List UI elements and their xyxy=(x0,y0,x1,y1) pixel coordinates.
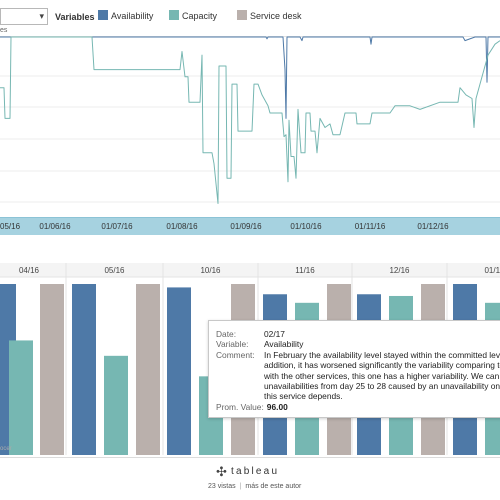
bar-header-band xyxy=(0,263,500,277)
tooltip-date-label: Date: xyxy=(216,329,237,339)
bar-service-desk xyxy=(40,284,64,455)
timeline-tick-label: 01/10/16 xyxy=(290,222,322,231)
legend-label: Capacity xyxy=(182,11,218,21)
tooltip-comment-label: Comment: xyxy=(216,349,255,360)
legend-title: Variables xyxy=(55,12,95,22)
tooltip-date-value: 02/17 xyxy=(264,329,285,339)
bar-capacity xyxy=(9,340,33,455)
bar-group-label: 11/16 xyxy=(295,266,315,275)
timeline-tick-label: 01/09/16 xyxy=(230,222,262,231)
data-tooltip: Date: 02/17 Variable: Availability Comment… xyxy=(208,320,500,418)
tooltip-prom-row: Prom. Value: 96.00 xyxy=(216,402,500,412)
more-by-author-link[interactable]: más de este autor xyxy=(245,483,302,490)
divider xyxy=(0,457,500,458)
legend-swatch-availability xyxy=(98,10,108,20)
views-count: 23 vistas xyxy=(208,483,236,490)
tooltip-prom-label: Prom. Value: xyxy=(216,401,264,412)
legend-label: Service desk xyxy=(250,11,302,21)
bar-group-label: 01/17 xyxy=(484,266,500,275)
tooltip-prom-value: 96.00 xyxy=(266,401,288,412)
timeline-band-edge xyxy=(0,217,500,218)
legend-label: Availability xyxy=(111,11,154,21)
tooltip-comment-line: In February the availability level staye… xyxy=(264,349,500,360)
timeline-tick-label: 01/08/16 xyxy=(166,222,198,231)
tableau-wordmark: tableau xyxy=(231,466,280,477)
footer-stats: 23 vistas | más de este autor xyxy=(208,483,301,490)
bar-availability xyxy=(167,287,191,455)
timeline-tick-label: 01/12/16 xyxy=(417,222,449,231)
tooltip-comment-line: addition, it has worsened significantly … xyxy=(264,360,500,371)
filter-dropdown[interactable]: ▾ xyxy=(0,8,48,25)
bar-group-label: 04/16 xyxy=(19,266,40,275)
tooltip-variable-value: Availability xyxy=(264,339,304,350)
tooltip-comment-text: In February the availability level staye… xyxy=(264,350,500,402)
line-series-capacity xyxy=(0,36,500,204)
footer-separator: | xyxy=(239,483,242,490)
timeline-tick-label: 01/11/16 xyxy=(355,222,386,231)
timeline-band xyxy=(0,217,500,235)
bar-group-label: 12/16 xyxy=(389,266,410,275)
line-series-availability xyxy=(0,36,500,119)
tooltip-comment-row: Comment: In February the availability le… xyxy=(216,350,500,402)
bar-capacity xyxy=(104,355,128,455)
chevron-down-icon[interactable]: ▾ xyxy=(39,11,44,21)
timeline-tick-label: 01/07/16 xyxy=(101,222,133,231)
footer-left-text: ocer xyxy=(0,446,12,452)
tooltip-variable-label: Variable: xyxy=(216,339,249,350)
tooltip-comment-line: with the other services, this one has a … xyxy=(264,370,500,381)
tooltip-date-row: Date: 02/17 xyxy=(216,329,500,339)
tooltip-comment-line: this service depends. xyxy=(264,391,343,402)
corner-label: es xyxy=(0,27,8,34)
tooltip-comment-line: unavailabilities from day 25 to 28 cause… xyxy=(264,381,500,392)
bar-service-desk xyxy=(136,284,160,455)
bar-availability xyxy=(72,284,96,455)
legend-swatch-capacity xyxy=(169,10,179,20)
bar-group-label: 05/16 xyxy=(104,266,125,275)
timeline-tick-label: 05/16 xyxy=(0,222,21,231)
tableau-plus-icon: ✣ xyxy=(216,464,227,479)
legend-swatch-service-desk xyxy=(237,10,247,20)
tooltip-variable-row: Variable: Availability xyxy=(216,339,500,349)
timeline-tick-label: 01/06/16 xyxy=(39,222,71,231)
bar-group-label: 10/16 xyxy=(200,266,221,275)
